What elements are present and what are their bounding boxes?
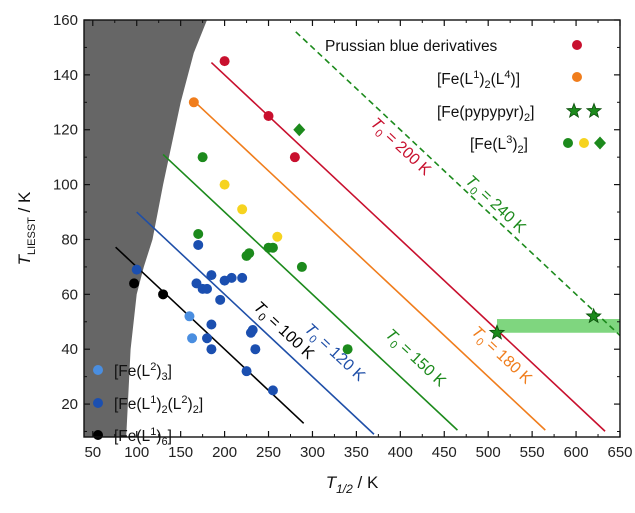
data-point-2-1 — [585, 307, 602, 324]
data-point-0-1 — [263, 111, 274, 122]
data-point-8-1 — [158, 289, 169, 300]
data-point-7-12 — [206, 344, 217, 355]
x-tick-label-500: 500 — [476, 444, 501, 461]
data-point-7-6 — [215, 294, 226, 305]
legend-marker-fe-l1-6 — [93, 430, 103, 440]
data-point-7-9 — [237, 272, 248, 283]
data-point-6-1 — [187, 333, 198, 344]
data-point-3-3 — [244, 248, 255, 259]
reference-line-label-t0-200: T0 = 200 K — [365, 115, 434, 182]
legend-marker-prussian-blue — [572, 40, 582, 50]
reference-line-label-t0-150: T0 = 150 K — [380, 326, 449, 393]
y-tick-label-60: 60 — [61, 286, 78, 303]
data-point-4-2 — [272, 231, 283, 242]
legend-marker-fe-pypypyr-2 — [585, 102, 603, 118]
legend-marker-fe-l3-yellow — [579, 138, 589, 148]
legend-label-fe-l1-2-l2-2: [Fe(L1)2(L2)2] — [114, 394, 203, 416]
reference-line-t0-240 — [295, 31, 620, 337]
x-tick-label-350: 350 — [344, 444, 369, 461]
legend-label-prussian-blue: Prussian blue derivatives — [325, 38, 498, 55]
reference-line-t0-180 — [191, 98, 546, 431]
y-tick-label-80: 80 — [61, 231, 78, 248]
data-point-7-2 — [206, 270, 217, 281]
plot-frame — [83, 19, 621, 438]
axes: 50 100 150 200 250 300 350 400 450 500 550 600 650 20… — [15, 12, 633, 496]
data-point-8-0 — [129, 278, 140, 289]
x-tick-label-650: 650 — [607, 444, 632, 461]
data-point-4-0 — [219, 179, 230, 190]
data-point-7-15 — [250, 344, 261, 355]
y-tick-label-160: 160 — [53, 12, 78, 29]
data-point-2-0 — [488, 324, 506, 340]
legend-label-fe-l1-2-l4: [Fe(L1)2(L4)] — [437, 69, 520, 91]
data-point-4-1 — [237, 204, 248, 215]
y-tick-label-100: 100 — [53, 177, 78, 194]
x-tick-label-250: 250 — [256, 444, 281, 461]
data-point-0-2 — [289, 152, 300, 163]
data-point-7-16 — [241, 366, 252, 377]
legend-marker-fe-l3-diamond — [594, 136, 606, 150]
reference-line-t0-200 — [210, 61, 606, 432]
data-point-7-14 — [247, 325, 258, 336]
data-point-3-1 — [193, 228, 204, 239]
data-point-7-5 — [202, 283, 213, 294]
legend-marker-fe-pypypyr-1 — [565, 102, 583, 118]
legend-label-fe-l2-3: [Fe(L2)3] — [114, 361, 172, 383]
y-tick-label-120: 120 — [53, 122, 78, 139]
data-point-3-0 — [197, 152, 208, 163]
reference-lines — [115, 31, 620, 435]
legend-marker-fe-l2-3 — [93, 365, 103, 375]
x-tick-label-400: 400 — [388, 444, 413, 461]
data-point-0-0 — [219, 56, 230, 67]
data-points — [129, 56, 602, 396]
reference-line-t0-120 — [136, 211, 375, 435]
data-point-7-10 — [206, 319, 217, 330]
data-point-7-0 — [131, 264, 142, 275]
x-axis-title: T1/2 / K — [326, 473, 379, 496]
x-tick-label-600: 600 — [564, 444, 589, 461]
data-point-3-6 — [296, 261, 307, 272]
x-tick-label-100: 100 — [124, 444, 149, 461]
data-point-7-17 — [267, 385, 278, 396]
data-point-3-5 — [267, 242, 278, 253]
reference-line-label-t0-240: T0 = 240 K — [460, 172, 529, 239]
legend-label-fe-pypypyr: [Fe(pypypyr)2] — [437, 104, 534, 124]
reference-line-t0-150 — [162, 153, 458, 431]
y-tick-label-140: 140 — [53, 67, 78, 84]
data-point-7-1 — [193, 239, 204, 250]
legend-marker-fe-l1-2-l4 — [572, 72, 582, 82]
x-tick-label-150: 150 — [168, 444, 193, 461]
x-tick-label-450: 450 — [432, 444, 457, 461]
data-point-1-0 — [188, 97, 199, 108]
excluded-region — [84, 20, 207, 437]
data-point-7-11 — [202, 333, 213, 344]
legend-marker-fe-l3-green — [563, 138, 573, 148]
data-point-6-0 — [184, 311, 195, 322]
y-axis-title: TLIESST / K — [15, 191, 38, 265]
legend-marker-fe-l1-2-l2-2 — [93, 398, 103, 408]
y-tick-label-40: 40 — [61, 341, 78, 358]
green-band — [496, 319, 620, 333]
x-tick-label-50: 50 — [84, 444, 101, 461]
x-tick-label-200: 200 — [212, 444, 237, 461]
x-tick-label-300: 300 — [300, 444, 325, 461]
legend-label-fe-l3-2: [Fe(L3)2] — [470, 134, 528, 156]
x-tick-label-550: 550 — [520, 444, 545, 461]
data-point-3-7 — [342, 344, 353, 355]
data-point-5-0 — [293, 123, 306, 137]
y-tick-label-20: 20 — [61, 396, 78, 413]
data-point-7-8 — [226, 272, 237, 283]
